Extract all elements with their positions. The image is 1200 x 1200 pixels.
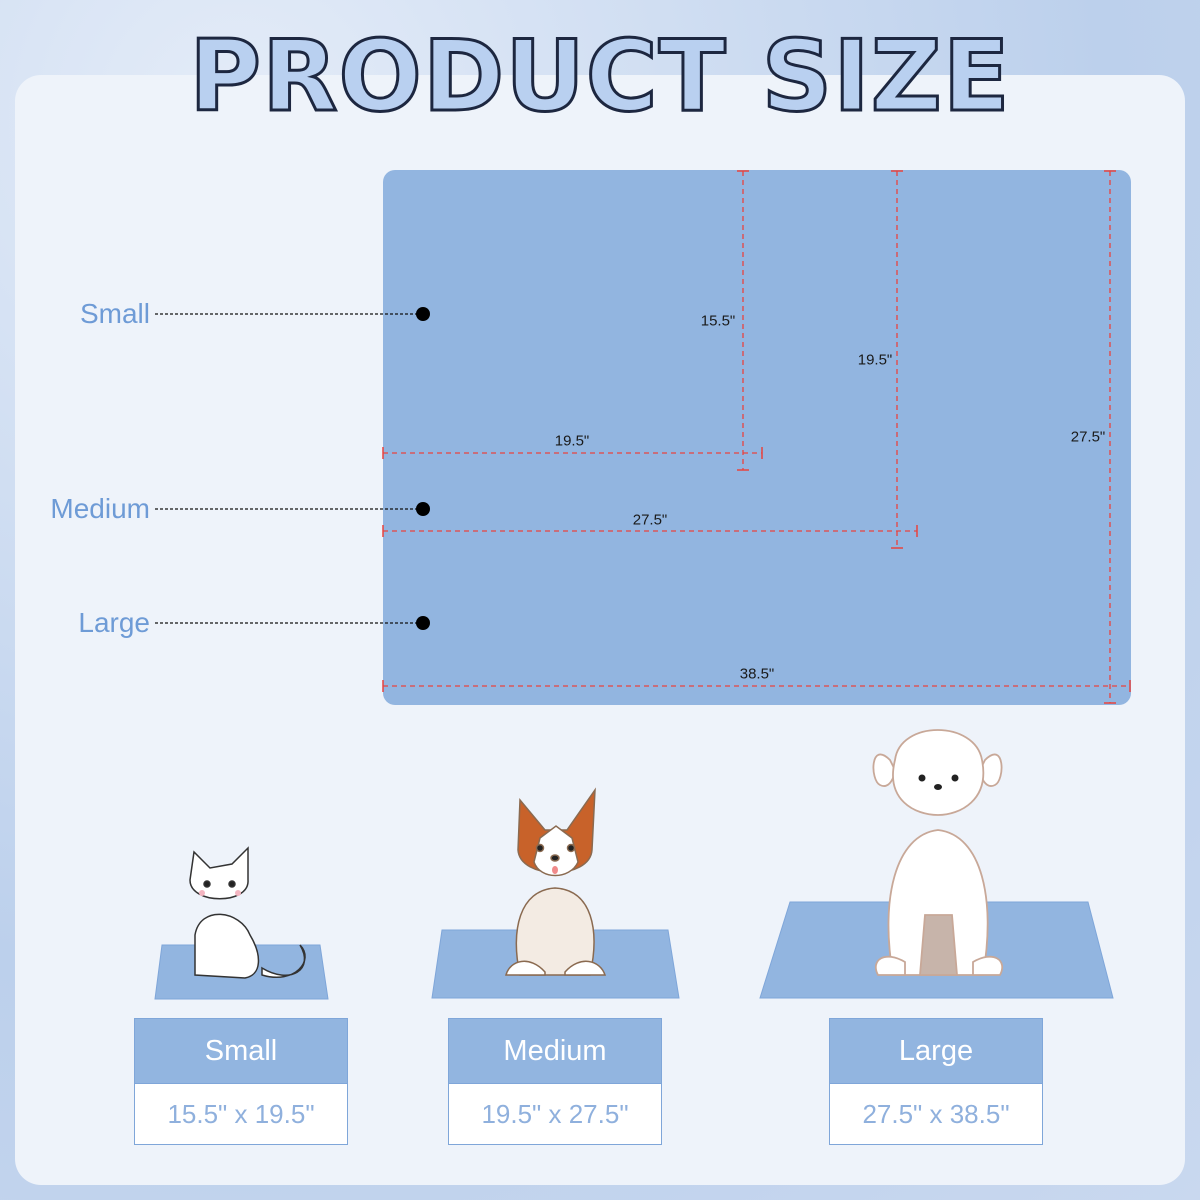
callout-small: Small (79, 298, 150, 329)
size-card-dimensions: 19.5" x 27.5" (481, 1099, 629, 1129)
size-diagram-mat (383, 170, 1131, 705)
poodle-illustration (872, 729, 1003, 976)
medium-marker-dot (416, 502, 430, 516)
small-width-label: 19.5" (554, 432, 590, 450)
page-title: PRODUCT SIZE (188, 19, 1011, 136)
size-card-small: Small 15.5" x 19.5" (134, 1018, 348, 1145)
corgi-illustration (505, 787, 607, 976)
size-card-name: Medium (449, 1019, 661, 1084)
size-card-name: Small (135, 1019, 347, 1084)
large-width-label: 38.5" (739, 665, 775, 683)
large-height-label: 27.5" (1070, 428, 1106, 446)
small-height-label: 15.5" (700, 312, 736, 330)
medium-width-label: 27.5" (632, 511, 668, 529)
cat-illustration (189, 846, 306, 979)
medium-height-label: 19.5" (857, 351, 893, 369)
small-marker-dot (416, 307, 430, 321)
size-card-name: Large (830, 1019, 1042, 1084)
size-card-dimensions: 27.5" x 38.5" (862, 1099, 1010, 1129)
size-card-dimensions: 15.5" x 19.5" (167, 1099, 315, 1129)
callout-large: Large (78, 607, 150, 638)
callout-medium: Medium (50, 493, 150, 524)
large-marker-dot (416, 616, 430, 630)
size-card-medium: Medium 19.5" x 27.5" (448, 1018, 662, 1145)
size-card-large: Large 27.5" x 38.5" (829, 1018, 1043, 1145)
